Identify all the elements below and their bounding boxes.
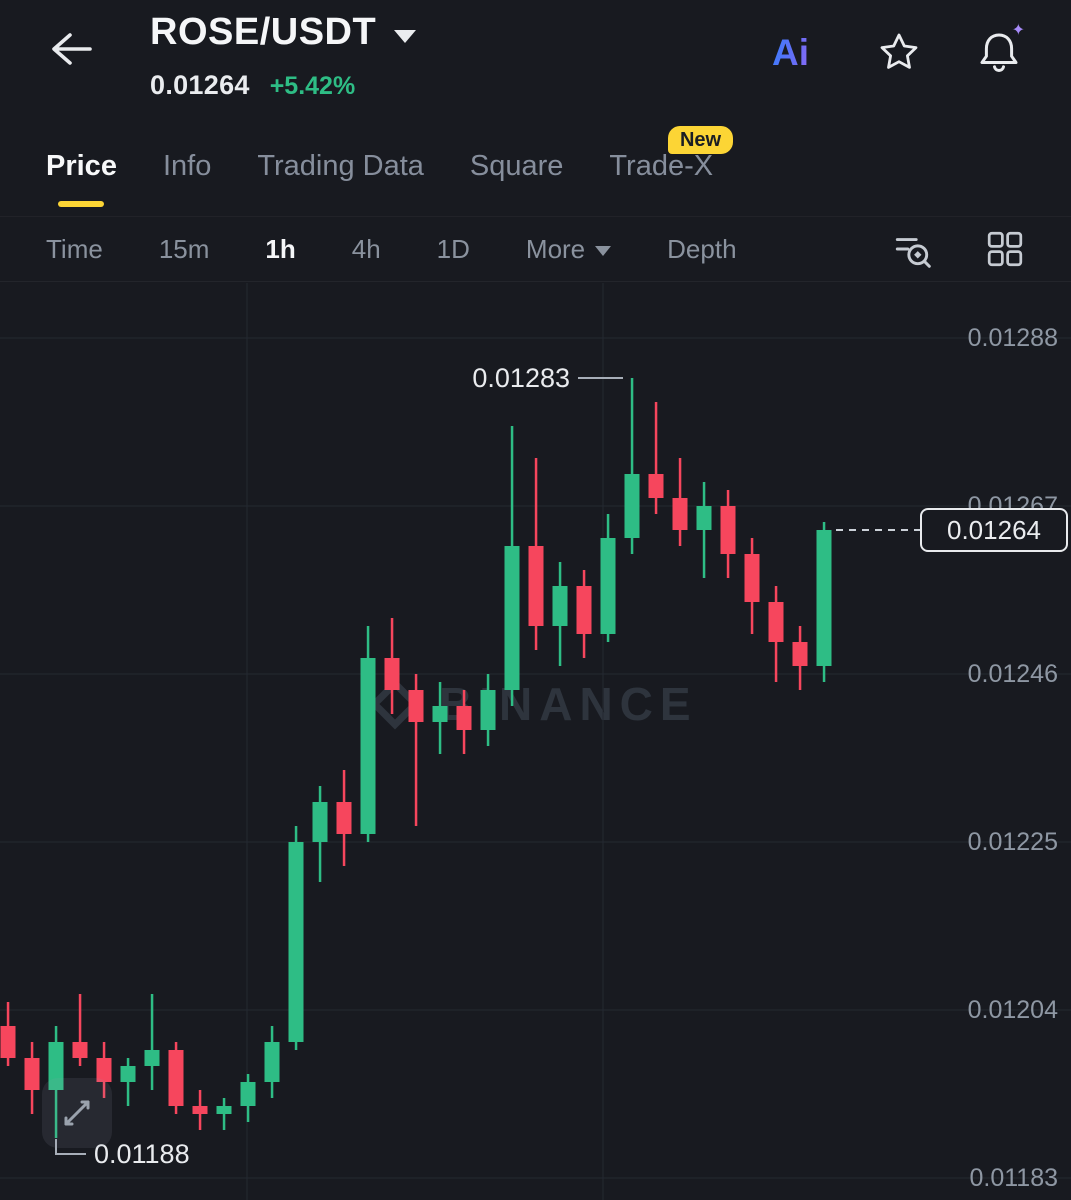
tab-price-label: Price [46, 150, 117, 182]
tab-info-label: Info [162, 150, 212, 182]
tab-square[interactable]: Square [470, 148, 564, 216]
back-button[interactable] [46, 28, 96, 72]
change-percent: +5.42% [269, 72, 356, 100]
timeframe-toolbar: Time 15m 1h 4h 1D More Depth [0, 217, 1071, 282]
svg-text:0.01188: 0.01188 [94, 1139, 190, 1169]
last-price-tag: 0.01264 [920, 508, 1068, 552]
tab-info[interactable]: Info [163, 148, 211, 216]
favorite-star-button[interactable] [877, 30, 921, 74]
ai-assistant-button[interactable]: Ai ✦ [772, 22, 1025, 71]
header-icons: Ai ✦ [772, 22, 1025, 74]
indicators-button[interactable] [891, 228, 933, 270]
timeframe-1h[interactable]: 1h [265, 233, 296, 264]
tab-price[interactable]: Price [46, 148, 117, 216]
svg-text:0.01283: 0.01283 [472, 363, 570, 393]
tab-square-label: Square [469, 150, 564, 182]
star-icon [880, 33, 918, 69]
timeframe-15m[interactable]: 15m [158, 233, 210, 264]
chart-layout-button[interactable] [985, 229, 1025, 269]
candlestick-chart-area[interactable]: BINANCE 0.01283 0.01188 0.01288 0.01267 0.0… [0, 283, 1071, 1200]
more-dropdown[interactable]: More [525, 233, 612, 265]
symbol-caret-icon [394, 29, 417, 43]
header: ROSE/USDT 0.01264 +5.42% Ai ✦ [0, 0, 1071, 118]
expand-chart-button[interactable] [42, 1078, 112, 1148]
timeframe-time[interactable]: Time [46, 233, 103, 264]
ai-logo: Ai [772, 34, 821, 71]
timeframe-4h[interactable]: 4h [351, 233, 381, 264]
tab-trading-data[interactable]: Trading Data [257, 148, 424, 216]
indicator-settings-icon [895, 238, 931, 268]
back-arrow-icon [52, 32, 92, 65]
chevron-down-icon [595, 246, 612, 256]
tab-trade-x-label: Trade-X [609, 150, 714, 182]
grid-layout-icon [987, 231, 1023, 267]
depth-tab[interactable]: Depth [667, 233, 737, 264]
symbol-block: ROSE/USDT 0.01264 +5.42% [150, 4, 417, 101]
price-row: 0.01264 +5.42% [150, 70, 416, 101]
candlestick-plot[interactable]: 0.01283 0.01188 [0, 283, 1071, 1200]
main-tabs: Price Info Trading Data Square Trade-X N… [0, 118, 1071, 217]
symbol-title: ROSE/USDT [150, 10, 377, 53]
last-price-tag-value: 0.01264 [947, 514, 1041, 545]
symbol-selector[interactable]: ROSE/USDT [150, 4, 417, 60]
expand-icon [64, 1100, 90, 1126]
new-badge: New [667, 126, 734, 154]
last-price: 0.01264 [150, 70, 250, 100]
toolbar-icons [891, 228, 1025, 270]
tab-trade-x[interactable]: Trade-X New [609, 126, 734, 216]
active-tab-indicator [58, 201, 105, 207]
timeframe-1d[interactable]: 1D [436, 233, 470, 264]
sparkle-icon: ✦ [1011, 22, 1025, 39]
more-label: More [525, 233, 586, 264]
notifications-bell-button[interactable] [977, 30, 1021, 74]
bell-icon [980, 33, 1018, 72]
tab-trading-data-label: Trading Data [257, 150, 424, 182]
